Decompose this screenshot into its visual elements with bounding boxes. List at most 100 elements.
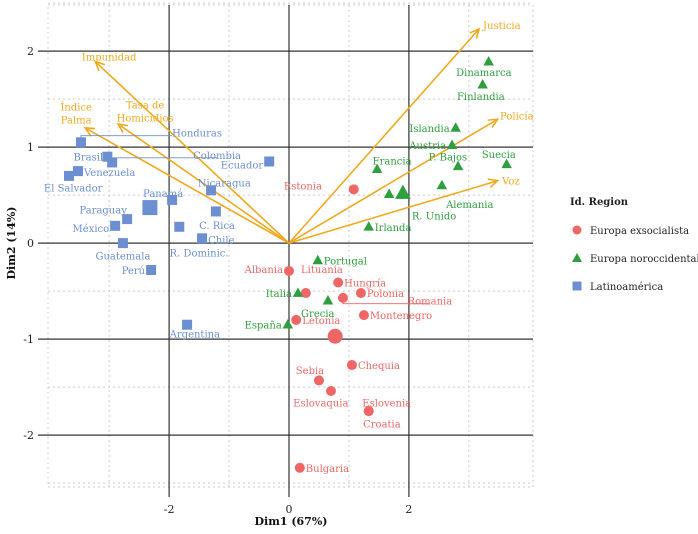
label-connector [342, 297, 430, 305]
data-point [282, 319, 294, 329]
data-point [333, 277, 344, 288]
y-tick-label: 0 [27, 237, 34, 250]
arrow-label: Tasa de Homicidios [117, 100, 174, 124]
arrow-label: Índice Palma [60, 101, 92, 126]
point-label: Dinamarca [456, 68, 511, 79]
point-label: Guatemala [95, 252, 150, 263]
point-label: Chequia [358, 361, 400, 372]
point-label: Italia [266, 289, 292, 300]
point-label: España [245, 321, 282, 332]
point-label: El Salvador [44, 183, 103, 194]
point-label: Francia [373, 157, 412, 168]
point-label: Polonia [367, 289, 404, 300]
point-label: Bulgaria [306, 464, 349, 475]
label-connector [111, 157, 218, 163]
group-mean-point [327, 328, 343, 344]
data-point [358, 310, 369, 321]
data-point [363, 406, 374, 417]
panel-border [47, 4, 534, 488]
legend-label: Europa exsocialista [590, 226, 689, 237]
data-point [72, 166, 83, 177]
point-label: P. Bajos [429, 153, 468, 164]
point-label: Eslovaquia [293, 399, 348, 410]
data-point [436, 179, 448, 190]
data-point [146, 265, 157, 276]
point-label: Grecia [301, 309, 334, 320]
data-point [63, 170, 74, 181]
point-label: Albania [244, 265, 283, 276]
arrow-label-line: Tasa de [126, 100, 165, 111]
legend-key-square [572, 281, 582, 291]
point-label: Finlandia [457, 92, 505, 103]
arrow-head [94, 60, 106, 72]
arrow-label-line: Palma [61, 115, 92, 126]
data-point [483, 55, 494, 66]
group-mean-point [142, 200, 158, 216]
point-label: Brasil [74, 153, 104, 164]
data-point [197, 233, 208, 244]
point-label: Estonia [284, 182, 322, 193]
point-label: Paraguay [79, 206, 127, 217]
point-label: Letonia [302, 316, 340, 327]
data-point [294, 462, 305, 473]
data-point [371, 163, 383, 173]
x-axis-title: Dim1 (67%) [254, 515, 327, 528]
point-label: Austria [408, 141, 446, 152]
data-point [383, 188, 395, 198]
arrow-label-line: Justicia [482, 21, 521, 32]
y-tick-label: -1 [23, 333, 34, 346]
data-point [477, 78, 488, 89]
arrow-head [469, 27, 481, 39]
point-label: Panamá [143, 189, 183, 200]
arrow-label-line: Policía [500, 111, 534, 122]
data-point [102, 151, 113, 162]
y-tick-label: 2 [27, 45, 34, 58]
arrow-line [117, 123, 290, 244]
arrow-line [288, 118, 499, 244]
data-point [206, 185, 217, 196]
point-label: Chile [208, 235, 234, 246]
legend-key-circle [572, 225, 582, 235]
arrow-head [116, 123, 129, 134]
point-label: Romania [408, 297, 453, 308]
variable-arrows: Impunidad Tasa de Homicidios Índice Palma Jus… [60, 21, 534, 244]
data-point [167, 194, 178, 205]
point-label: Sebia [296, 366, 324, 377]
point-label: R. Dominic. [170, 249, 229, 260]
arrow-head [487, 178, 500, 189]
point-label: C. Rica [199, 221, 235, 232]
y-axis-title: Dim2 (14%) [5, 206, 18, 279]
point-label: Alemania [445, 200, 493, 211]
arrow-label-line: Impunidad [82, 53, 137, 64]
arrow-line [288, 28, 480, 244]
arrow-line [288, 179, 498, 244]
label-connector [80, 135, 173, 143]
points [63, 55, 512, 473]
data-point [355, 288, 366, 299]
arrow-label: Justicia [482, 21, 521, 32]
data-point [292, 287, 304, 297]
arrow-label: Policía [500, 111, 534, 122]
y-tick-label: -2 [23, 429, 34, 442]
point-label: Colombia [193, 151, 241, 162]
point-label: Suecia [482, 150, 516, 161]
x-tick-label: 0 [286, 503, 293, 516]
data-point [452, 160, 464, 171]
point-label: México [73, 224, 110, 235]
data-point [446, 139, 458, 149]
point-label: Islandia [409, 124, 449, 135]
legend-key-triangle [572, 253, 582, 262]
data-point [182, 319, 193, 330]
arrow-label: Impunidad [82, 53, 137, 64]
point-label: Portugal [324, 256, 367, 267]
x-tick-label: -2 [164, 503, 175, 516]
arrow-head [83, 126, 96, 137]
group-mean-point [395, 184, 411, 199]
data-point [501, 158, 512, 169]
data-point [117, 238, 128, 249]
point-label: Montenegro [370, 311, 432, 322]
arrow-line [94, 61, 290, 244]
point-label: Argentina [169, 329, 220, 340]
